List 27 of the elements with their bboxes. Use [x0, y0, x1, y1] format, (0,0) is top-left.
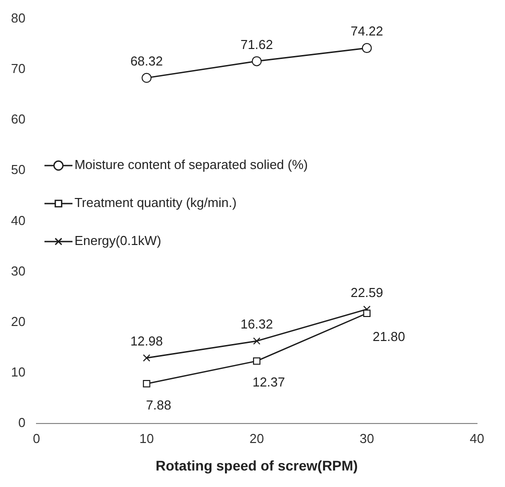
x-tick-label: 40	[470, 430, 484, 446]
data-label: 7.88	[146, 397, 172, 412]
y-tick-label: 10	[10, 364, 26, 380]
y-tick-label: 50	[10, 162, 26, 178]
data-label: 12.98	[130, 334, 163, 348]
x-tick-label: 0	[32, 430, 40, 446]
y-tick-label: 40	[10, 212, 26, 228]
y-tick-label: 70	[10, 60, 26, 76]
data-label: 74.22	[350, 24, 384, 39]
data-label: 71.62	[240, 36, 274, 52]
legend-label: Moisture content of separated solied (%)	[74, 157, 308, 172]
data-label: 21.80	[372, 328, 406, 344]
y-tick-label: 20	[10, 314, 26, 329]
y-tick-label: 30	[10, 263, 26, 278]
y-tick-label: 0	[18, 415, 26, 430]
x-axis-title: Rotating speed of screw(RPM)	[156, 457, 358, 474]
data-label: 16.32	[240, 316, 274, 332]
y-tick-label: 60	[10, 112, 26, 127]
x-tick-label: 30	[360, 430, 374, 446]
data-label: 12.37	[252, 374, 286, 390]
x-tick-label: 20	[249, 430, 264, 446]
legend-label: Treatment quantity (kg/min.)	[74, 195, 237, 210]
data-label: 68.32	[130, 53, 163, 68]
legend-label: Energy(0.1kW)	[74, 233, 162, 248]
x-tick-label: 10	[139, 430, 154, 446]
y-tick-label: 80	[10, 10, 26, 26]
data-label: 22.59	[350, 284, 384, 300]
